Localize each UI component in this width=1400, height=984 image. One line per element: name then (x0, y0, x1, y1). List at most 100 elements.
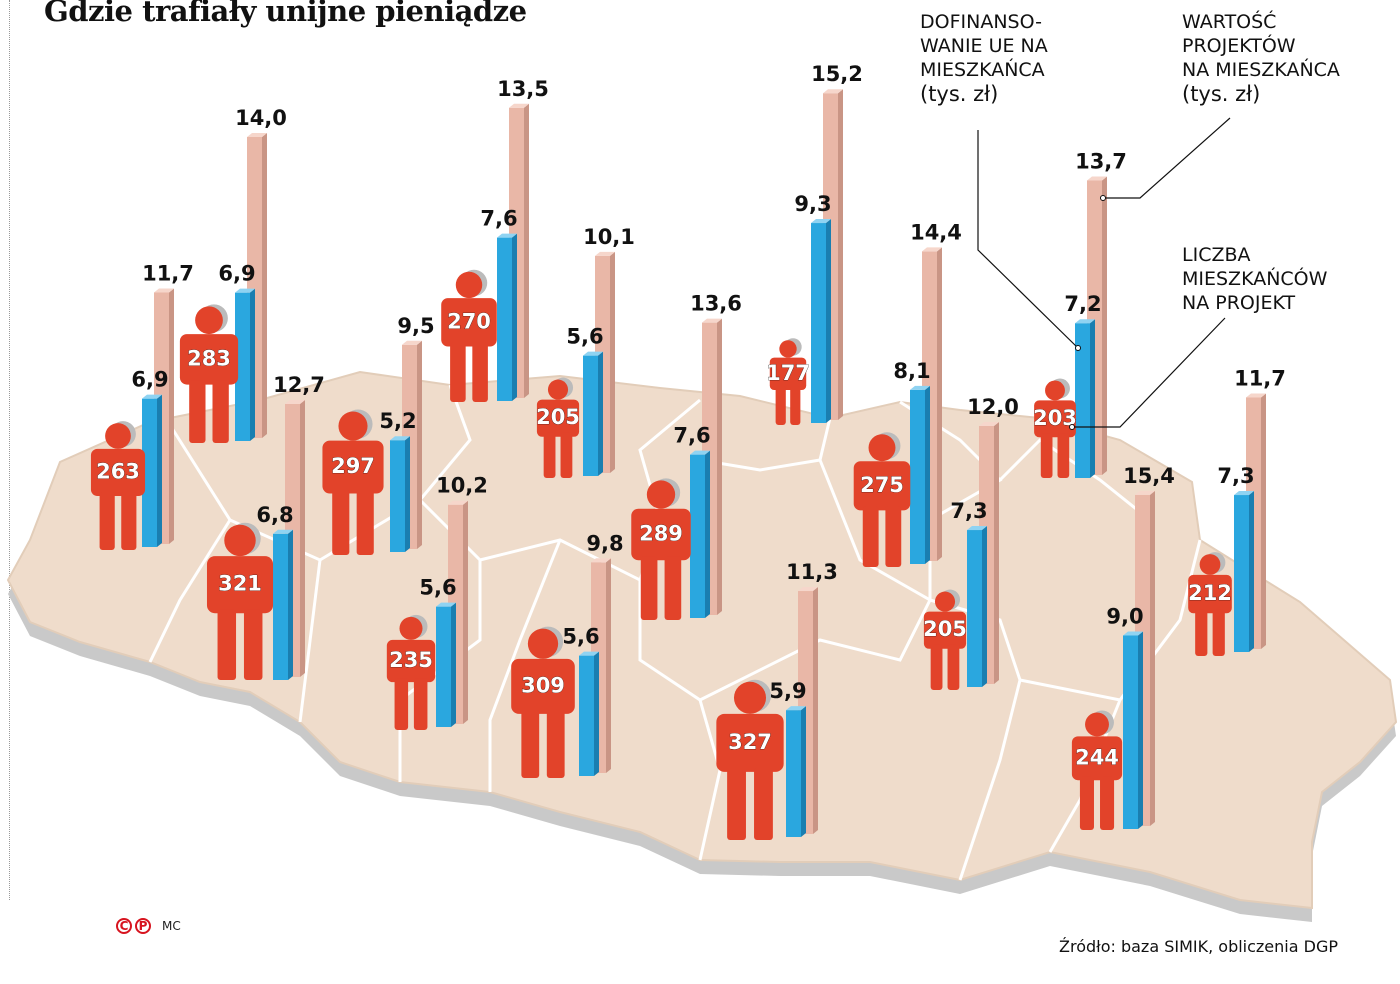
page-title: Gdzie trafiały unijne pieniądze (44, 0, 527, 28)
eu-funding-label: 7,2 (1064, 292, 1101, 316)
person-head (733, 681, 767, 714)
copyright-credit: C P MC (116, 918, 181, 934)
eu-funding-label: 5,9 (769, 679, 806, 703)
person-leg (413, 678, 428, 730)
eu-funding-bar-front (273, 533, 288, 680)
legend-leader-dot (1100, 195, 1106, 201)
project-value-bar-side (610, 251, 615, 473)
project-value-bar-top (823, 89, 843, 94)
project-value-bar-side (262, 133, 267, 438)
legend-project-value: WARTOŚĆ PROJEKTÓW NA MIESZKAŃCA (tys. zł… (1182, 10, 1340, 107)
person-head (547, 379, 569, 400)
person-torso (386, 639, 436, 683)
person-head (195, 306, 223, 335)
eu-funding-bar-front (390, 440, 405, 552)
region-border (998, 438, 1151, 522)
person-icon: 205 (923, 589, 967, 690)
eu-funding-bar-front (786, 710, 801, 837)
person-leg (1100, 776, 1115, 830)
legend-eu-funding-label: DOFINANSO- WANIE UE NA MIESZKAŃCA (920, 11, 1048, 81)
eu-funding-bar-top (390, 436, 410, 441)
eu-funding-bar-side (598, 351, 603, 476)
person-icon: 289 (631, 478, 691, 620)
residents-per-project-label: 205 (536, 405, 580, 429)
eu-funding-bar-front (497, 237, 512, 401)
person-icon: 205 (536, 377, 580, 478)
eu-funding-bar-top (967, 526, 987, 531)
project-value-label: 12,0 (967, 395, 1019, 419)
person-leg (775, 385, 786, 425)
person-leg (640, 556, 658, 620)
person-leg (217, 609, 237, 680)
eu-funding-label: 7,3 (950, 499, 987, 523)
eu-funding-bar-top (1075, 319, 1095, 324)
person-head (527, 628, 559, 659)
person-head (399, 616, 423, 640)
eu-funding-bar (583, 351, 603, 476)
eu-funding-bar (1075, 319, 1095, 478)
person-head (1085, 712, 1109, 737)
person-leg (394, 678, 409, 730)
eu-funding-bar-front (1075, 323, 1090, 478)
eu-funding-bar-side (512, 233, 517, 401)
eu-funding-bar (497, 233, 517, 401)
eu-funding-bar (390, 436, 410, 552)
project-value-bar-top (402, 340, 422, 345)
project-value-bar-top (979, 422, 999, 426)
eu-funding-bar-side (157, 394, 162, 547)
residents-per-project-label: 235 (389, 648, 433, 672)
person-torso (441, 298, 497, 347)
person-head (338, 411, 368, 441)
person-torso (853, 461, 911, 511)
source-note: Źródło: baza SIMIK, obliczenia DGP (1059, 937, 1338, 956)
project-value-label: 11,7 (142, 261, 194, 285)
person-head (224, 524, 256, 557)
person-icon: 321 (206, 522, 274, 680)
eu-funding-label: 6,8 (256, 503, 293, 527)
person-leg (99, 492, 115, 550)
project-value-bar-top (922, 247, 942, 252)
person-leg (754, 767, 773, 840)
residents-per-project-label: 270 (447, 309, 491, 333)
project-value-bar-top (448, 500, 468, 505)
eu-funding-bar-side (288, 529, 293, 680)
person-torso (769, 357, 807, 390)
eu-funding-bar-top (786, 706, 806, 711)
legend-project-value-label: WARTOŚĆ PROJEKTÓW NA MIESZKAŃCA (1182, 11, 1340, 81)
eu-funding-bar-top (690, 450, 710, 455)
legend-leader-line (977, 130, 1079, 349)
eu-funding-bar-side (451, 602, 456, 727)
person-icon: 270 (441, 269, 497, 402)
project-value-bar-side (838, 89, 843, 420)
eu-funding-bar-front (910, 389, 925, 564)
project-value-bar-top (591, 558, 611, 563)
person-torso (90, 448, 146, 497)
project-value-bar-top (154, 288, 174, 293)
eu-funding-bar-side (801, 706, 806, 837)
author-initials: MC (162, 919, 181, 933)
eu-funding-label: 9,3 (794, 192, 831, 216)
residents-per-project-label: 177 (766, 361, 810, 385)
eu-funding-bar-top (142, 394, 162, 399)
eu-funding-bar (436, 602, 456, 727)
eu-funding-bar-side (982, 526, 987, 687)
person-leg (472, 342, 488, 402)
legend-residents-per-project: LICZBA MIESZKAŃCÓW NA PROJEKT (1182, 244, 1328, 314)
eu-funding-bar-side (1138, 631, 1143, 829)
residents-per-project-label: 205 (923, 617, 967, 641)
person-leg (1057, 433, 1070, 478)
person-icon: 203 (1033, 378, 1077, 478)
project-value-label: 14,0 (235, 106, 287, 130)
project-value-label: 11,7 (1234, 366, 1286, 390)
project-value-label: 9,8 (586, 531, 623, 555)
person-torso (1188, 574, 1232, 614)
region-border (148, 424, 232, 663)
project-value-bar-side (994, 422, 999, 684)
person-leg (189, 380, 206, 443)
eu-funding-label: 8,1 (893, 359, 930, 383)
person-head (1045, 380, 1065, 401)
person-torso (511, 658, 575, 714)
project-value-bar-top (247, 133, 267, 137)
residents-per-project-label: 327 (728, 730, 772, 754)
person-leg (930, 644, 943, 690)
